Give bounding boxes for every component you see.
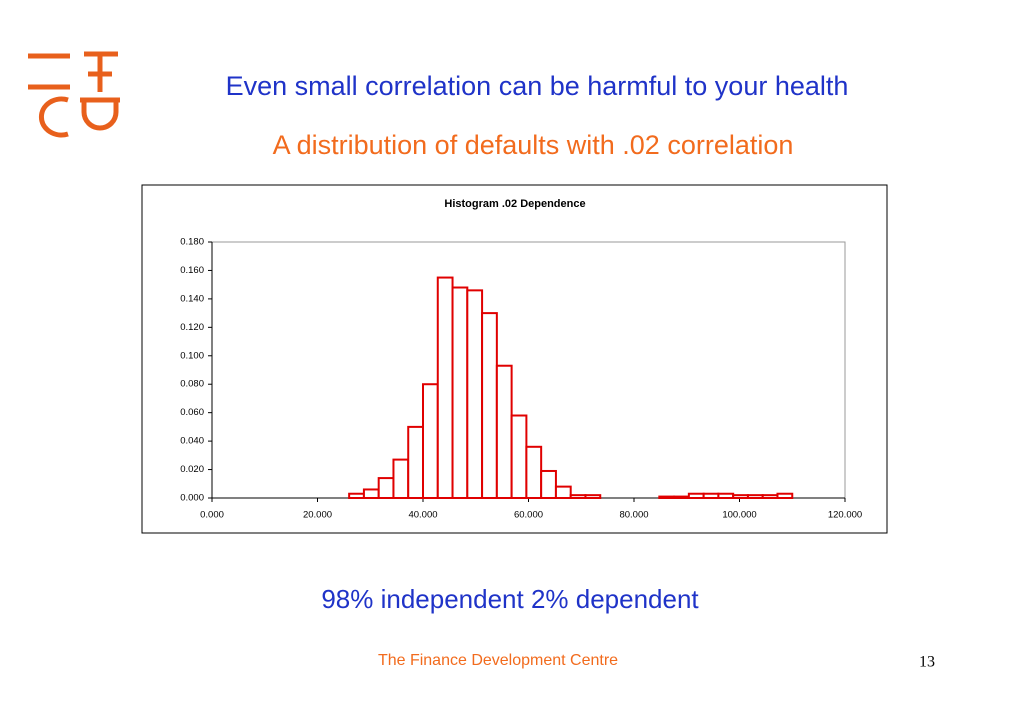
- bar: [569, 494, 587, 499]
- bar: [510, 414, 528, 499]
- bar: [554, 485, 572, 500]
- x-tick-label: 0.000: [200, 510, 224, 521]
- slide-title: Even small correlation can be harmful to…: [226, 71, 849, 101]
- x-tick-label: 100.000: [722, 510, 756, 521]
- caption: 98% independent 2% dependent: [321, 584, 699, 614]
- bar: [495, 364, 513, 499]
- y-tick-label: 0.120: [180, 322, 204, 333]
- y-tick-label: 0.060: [180, 407, 204, 418]
- bar: [702, 492, 720, 500]
- x-tick-label: 60.000: [514, 510, 543, 521]
- bar: [392, 458, 410, 500]
- bar: [776, 492, 794, 500]
- bar: [746, 494, 764, 499]
- bar: [348, 492, 365, 500]
- bar: [525, 445, 543, 499]
- bar: [717, 492, 735, 500]
- bar: [377, 477, 395, 500]
- x-tick-label: 80.000: [619, 510, 648, 521]
- bar: [466, 289, 484, 499]
- y-tick-label: 0.140: [180, 293, 204, 304]
- y-tick-label: 0.020: [180, 464, 204, 475]
- bar: [584, 494, 602, 499]
- footer: The Finance Development Centre: [378, 652, 618, 669]
- plot: 0.000 0.020 0.040 0.060 0.080 0.100 0.120 0.140…: [180, 237, 862, 521]
- bar: [407, 425, 425, 499]
- page-number: 13: [919, 654, 935, 671]
- y-tick-label: 0.000: [180, 493, 204, 504]
- bar: [732, 494, 749, 499]
- y-tick-label: 0.080: [180, 379, 204, 390]
- bar: [673, 495, 690, 500]
- bar: [481, 312, 498, 499]
- bar: [761, 494, 779, 499]
- bar: [422, 383, 439, 500]
- x-tick-label: 20.000: [303, 510, 332, 521]
- bar: [540, 469, 557, 500]
- bar: [658, 495, 676, 500]
- logo: [28, 51, 120, 138]
- slide-subtitle: A distribution of defaults with .02 corr…: [273, 130, 794, 160]
- x-tick-label: 40.000: [408, 510, 437, 521]
- bar: [362, 488, 380, 500]
- y-tick-label: 0.040: [180, 436, 204, 447]
- bar: [687, 492, 705, 500]
- bar: [451, 286, 469, 499]
- y-tick-label: 0.100: [180, 350, 204, 361]
- x-tick-label: 120.000: [828, 510, 862, 521]
- chart-title: Histogram .02 Dependence: [444, 198, 585, 210]
- y-tick-label: 0.160: [180, 265, 204, 276]
- y-tick-label: 0.180: [180, 237, 204, 248]
- bar: [436, 276, 454, 499]
